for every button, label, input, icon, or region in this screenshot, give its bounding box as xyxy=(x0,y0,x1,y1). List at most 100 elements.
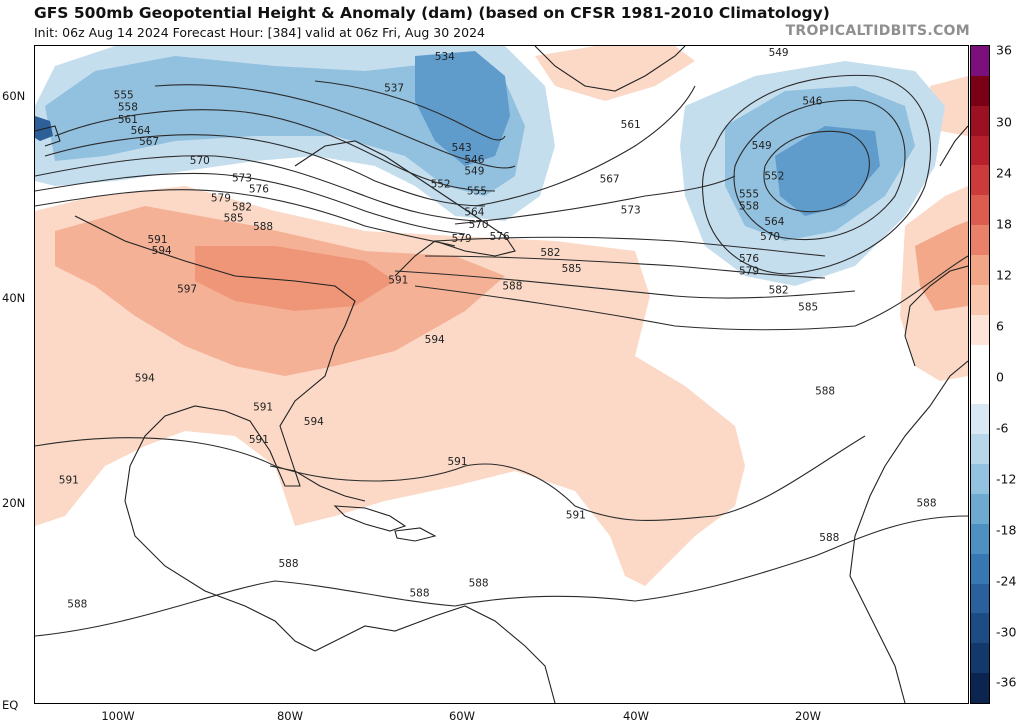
contour-label: 552 xyxy=(764,170,784,182)
contour-label: 582 xyxy=(232,202,252,214)
map-title: GFS 500mb Geopotential Height & Anomaly … xyxy=(34,4,830,22)
longitude-label: 40W xyxy=(622,709,650,723)
contour-label: 591 xyxy=(447,456,467,468)
colorbar-tick-label: 36 xyxy=(996,42,1012,58)
contour-label: 588 xyxy=(67,599,87,611)
colorbar-tick-label: 6 xyxy=(996,318,1004,334)
colorbar-tick-label: -24 xyxy=(996,573,1017,589)
colorbar-segment xyxy=(971,314,989,346)
colorbar-segment xyxy=(971,165,989,196)
colorbar-segment xyxy=(971,523,989,555)
map-panel[interactable]: 534 537 543 546 549 552 555 564 570 576 579 582 585 5… xyxy=(34,45,969,704)
contour-label: 588 xyxy=(409,587,429,599)
contour-label: 576 xyxy=(249,183,269,195)
contour-label: 549 xyxy=(752,140,772,152)
colorbar-segment xyxy=(971,255,989,286)
longitude-label: 100W xyxy=(101,709,135,723)
contour-label: 591 xyxy=(566,510,586,522)
contour-label: 594 xyxy=(304,416,324,428)
contour-label: 588 xyxy=(469,577,489,589)
contour-label: 546 xyxy=(802,96,822,108)
colorbar-segment xyxy=(971,135,989,166)
contour-label: 591 xyxy=(59,474,79,486)
contour-label: 564 xyxy=(464,207,484,219)
contour-label: 573 xyxy=(232,172,252,184)
contour-label: 567 xyxy=(600,173,620,185)
colorbar-tick-label: -12 xyxy=(996,471,1017,487)
colorbar-segment xyxy=(971,105,989,137)
contour-label: 588 xyxy=(278,558,298,570)
latitude-label: 20N xyxy=(2,496,26,510)
colorbar-segment xyxy=(971,225,989,256)
contour-label: 591 xyxy=(388,274,408,286)
colorbar-segment xyxy=(971,673,989,704)
contour-label: 552 xyxy=(431,178,451,190)
contour-label: 594 xyxy=(425,334,445,346)
contour-label: 588 xyxy=(916,498,936,510)
colorbar-tick-label: -36 xyxy=(996,674,1017,690)
colorbar-segment xyxy=(971,374,989,405)
contour-label: 549 xyxy=(769,47,789,59)
contour-label: 570 xyxy=(190,155,210,167)
colorbar-tick-label: -18 xyxy=(996,522,1017,538)
colorbar-segment xyxy=(971,583,989,614)
contour-label: 570 xyxy=(760,231,780,243)
colorbar-tick-label: 30 xyxy=(996,114,1012,130)
negative-anomaly-shading xyxy=(35,46,945,286)
contour-label: 576 xyxy=(739,253,759,265)
longitude-label: 20W xyxy=(794,709,822,723)
contour-label: 576 xyxy=(490,231,510,243)
colorbar-segment xyxy=(971,75,989,107)
contour-label: 579 xyxy=(452,233,472,245)
coastlines xyxy=(35,46,968,703)
colorbar-segment xyxy=(971,404,989,435)
contour-label: 579 xyxy=(211,193,231,205)
contour-label: 585 xyxy=(798,302,818,314)
contour-label: 555 xyxy=(467,186,487,198)
contour-label: 558 xyxy=(739,201,759,213)
contour-label: 561 xyxy=(118,114,138,126)
colorbar-segment xyxy=(971,434,989,465)
contour-label: 534 xyxy=(435,51,455,63)
contour-label: 570 xyxy=(469,219,489,231)
contour-label: 579 xyxy=(739,265,759,277)
contour-label: 564 xyxy=(131,125,151,137)
colorbar-tick-label: 0 xyxy=(996,369,1004,385)
contour-label: 564 xyxy=(764,216,784,228)
contour-label: 588 xyxy=(815,385,835,397)
contour-label: 543 xyxy=(452,142,472,154)
height-contours xyxy=(35,74,968,637)
contour-label: 591 xyxy=(253,402,273,414)
contour-label: 546 xyxy=(464,154,484,166)
contour-label: 549 xyxy=(464,165,484,177)
contour-label: 558 xyxy=(118,102,138,114)
contour-label: 588 xyxy=(502,280,522,292)
anomaly-colorbar xyxy=(970,45,990,704)
contour-label: 555 xyxy=(114,90,134,102)
colorbar-tick-label: 18 xyxy=(996,216,1012,232)
contour-label: 573 xyxy=(621,205,641,217)
colorbar-segment xyxy=(971,46,989,77)
colorbar-segment xyxy=(971,195,989,226)
contour-label: 591 xyxy=(147,234,167,246)
contour-label: 597 xyxy=(177,283,197,295)
colorbar-segment xyxy=(971,643,989,674)
colorbar-segment xyxy=(971,553,989,585)
contour-label: 537 xyxy=(384,82,404,94)
contour-label: 588 xyxy=(253,221,273,233)
contour-label: 591 xyxy=(249,434,269,446)
contour-label: 588 xyxy=(819,532,839,544)
colorbar-segment xyxy=(971,284,989,316)
contour-label: 567 xyxy=(139,136,159,148)
contour-label: 582 xyxy=(769,284,789,296)
latitude-label: 40N xyxy=(2,291,26,305)
contour-label: 582 xyxy=(540,247,560,259)
colorbar-tick-label: -6 xyxy=(996,420,1009,436)
contour-label: 555 xyxy=(739,189,759,201)
map-subtitle: Init: 06z Aug 14 2024 Forecast Hour: [38… xyxy=(34,25,485,40)
longitude-label: 60W xyxy=(448,709,476,723)
latitude-label: EQ xyxy=(2,698,19,712)
colorbar-segment xyxy=(971,344,989,375)
map-canvas[interactable]: 5345375435465495525555645705765795825855… xyxy=(35,46,968,703)
contour-label: 561 xyxy=(621,119,641,131)
